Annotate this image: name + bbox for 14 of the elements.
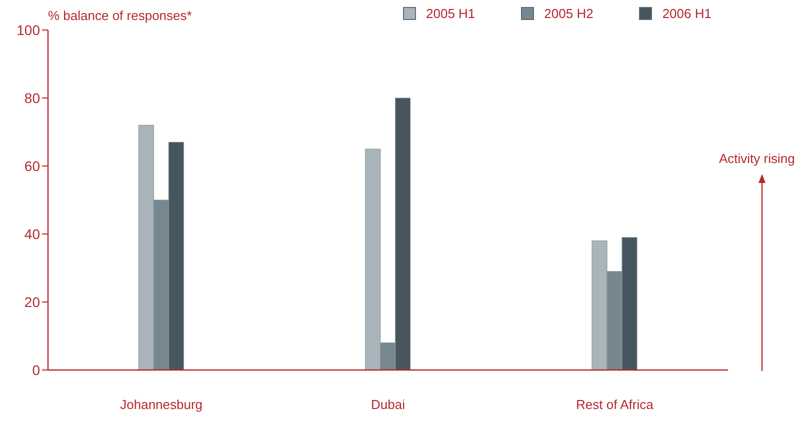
y-tick-label: 60 [24,158,40,174]
legend-label: 2006 H1 [662,6,712,21]
y-tick-label: 80 [24,90,40,106]
x-tick-label: Johannesburg [120,397,203,412]
x-tick-label: Rest of Africa [576,397,654,412]
y-axis-title: % balance of responses* [48,8,192,23]
y-tick-label: 0 [32,362,40,378]
y-tick-label: 40 [24,226,40,242]
y-tick-label: 20 [24,294,40,310]
annotation: Activity rising [719,151,795,166]
y-tick-label: 100 [16,22,40,38]
legend-label: 2005 H2 [544,6,594,21]
x-tick-label: Dubai [371,397,406,412]
legend-label: 2005 H1 [426,6,476,21]
